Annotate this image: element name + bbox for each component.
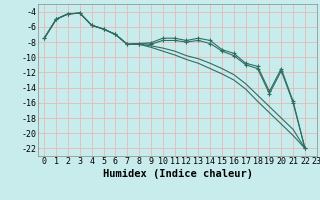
- X-axis label: Humidex (Indice chaleur): Humidex (Indice chaleur): [103, 169, 252, 179]
